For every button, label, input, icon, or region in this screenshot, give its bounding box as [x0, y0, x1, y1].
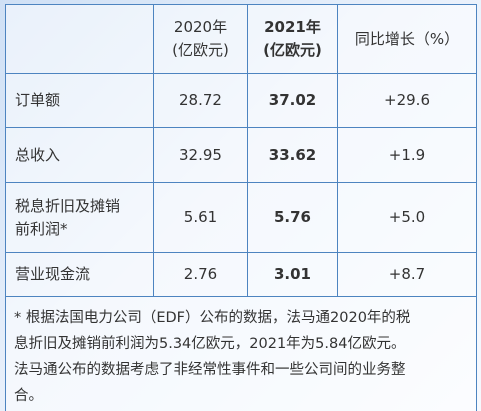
footnote-line: 法马通公布的数据考虑了非经常性事件和一些公司间的业务整 — [14, 362, 406, 378]
value-2020: 28.72 — [153, 73, 248, 128]
table-header-row: 2020年 (亿欧元) 2021年 (亿欧元) 同比增长（%） — [5, 4, 477, 74]
table-row: 税息折旧及摊销 前利润* 5.61 5.76 +5.0 — [5, 182, 477, 253]
value-2021: 3.01 — [247, 252, 338, 297]
footnote-line: * 根据法国电力公司（EDF）公布的数据，法马通2020年的税 — [14, 310, 411, 326]
table-row: 营业现金流 2.76 3.01 +8.7 — [5, 252, 477, 297]
growth-value: +1.9 — [337, 127, 477, 183]
header-2020: 2020年 (亿欧元) — [153, 4, 248, 74]
value-2020: 2.76 — [153, 252, 248, 297]
header-2020-year: 2020年 — [173, 18, 228, 36]
header-2020-unit: (亿欧元) — [172, 41, 229, 59]
footnote: * 根据法国电力公司（EDF）公布的数据，法马通2020年的税 息折旧及摊销前利… — [5, 296, 477, 411]
table-row: 总收入 32.95 33.62 +1.9 — [5, 127, 477, 183]
row-label: 税息折旧及摊销 前利润* — [5, 182, 154, 253]
footnote-line: 合。 — [14, 388, 43, 404]
growth-value: +5.0 — [337, 182, 477, 253]
header-2021-unit: (亿欧元) — [263, 41, 322, 59]
footnote-line: 息折旧及摊销前利润为5.34亿欧元，2021年为5.84亿欧元。 — [14, 336, 406, 352]
growth-value: +8.7 — [337, 252, 477, 297]
header-2021-year: 2021年 — [264, 18, 321, 36]
value-2021: 37.02 — [247, 73, 338, 128]
footnote-row: * 根据法国电力公司（EDF）公布的数据，法马通2020年的税 息折旧及摊销前利… — [5, 296, 477, 411]
value-2021: 33.62 — [247, 127, 338, 183]
row-label: 总收入 — [5, 127, 154, 183]
header-empty-cell — [5, 4, 154, 74]
header-2021: 2021年 (亿欧元) — [247, 4, 338, 74]
value-2020: 32.95 — [153, 127, 248, 183]
table-row: 订单额 28.72 37.02 +29.6 — [5, 73, 477, 128]
value-2021: 5.76 — [247, 182, 338, 253]
header-growth: 同比增长（%） — [337, 4, 477, 74]
value-2020: 5.61 — [153, 182, 248, 253]
growth-value: +29.6 — [337, 73, 477, 128]
financial-table: 2020年 (亿欧元) 2021年 (亿欧元) 同比增长（%） 订单额 28.7… — [5, 4, 477, 411]
row-label: 订单额 — [5, 73, 154, 128]
row-label: 营业现金流 — [5, 252, 154, 297]
